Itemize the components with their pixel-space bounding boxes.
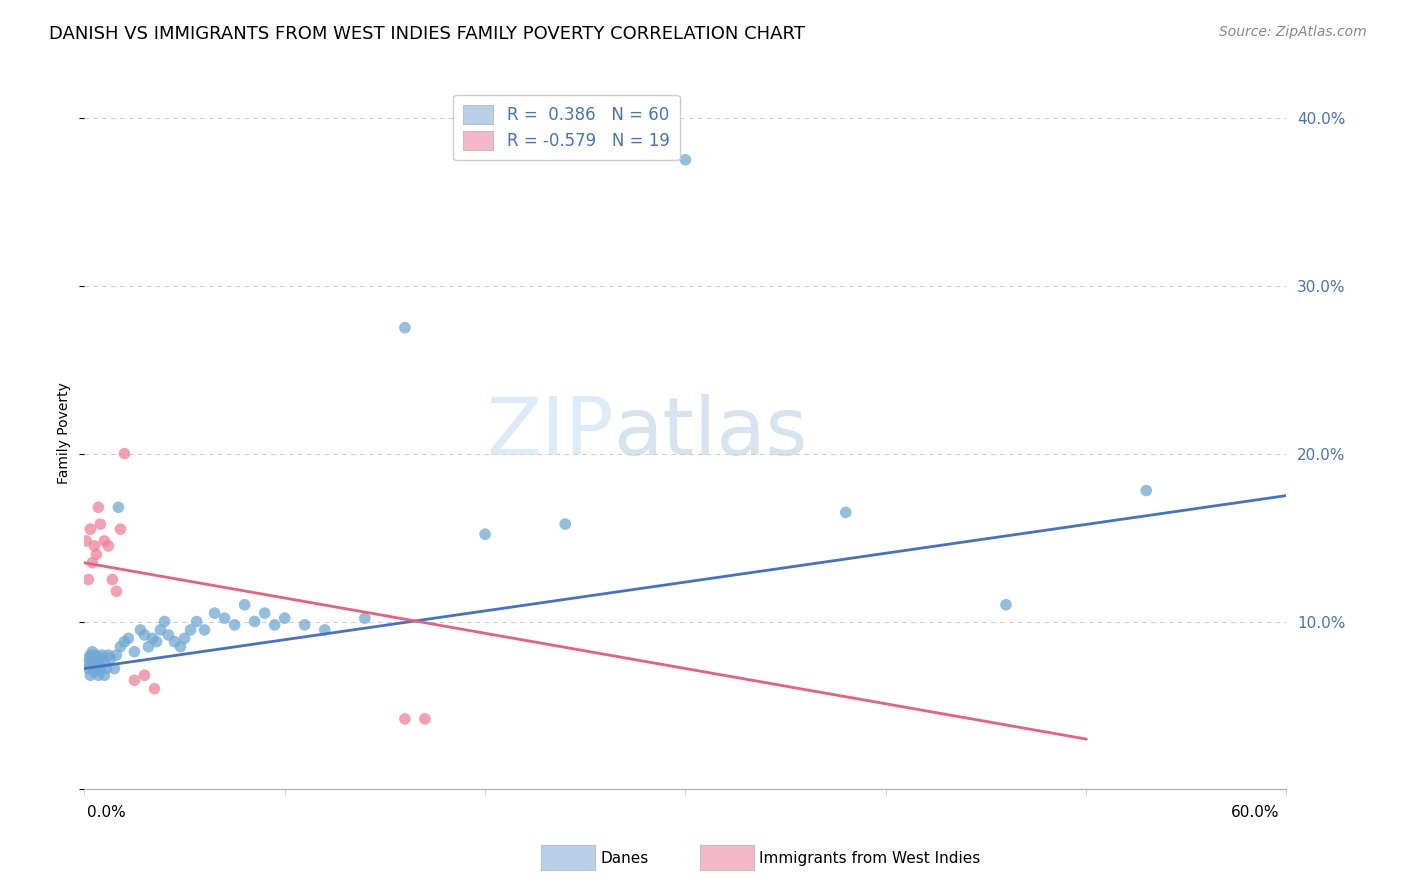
Point bbox=[274, 611, 297, 625]
Point bbox=[354, 611, 377, 625]
Point bbox=[97, 539, 120, 553]
Point bbox=[82, 657, 104, 671]
Point bbox=[100, 651, 122, 665]
Point bbox=[314, 623, 336, 637]
Point bbox=[675, 153, 697, 167]
Point bbox=[124, 673, 146, 688]
Point bbox=[105, 584, 128, 599]
Point bbox=[110, 522, 132, 536]
Point bbox=[224, 618, 246, 632]
Point bbox=[82, 645, 104, 659]
Point bbox=[103, 661, 125, 675]
Point bbox=[194, 623, 217, 637]
Point bbox=[77, 651, 100, 665]
Point bbox=[83, 651, 105, 665]
Point bbox=[114, 634, 135, 648]
Point bbox=[77, 573, 100, 587]
Point bbox=[93, 657, 115, 671]
Point bbox=[105, 648, 128, 662]
Point bbox=[394, 712, 416, 726]
Text: 60.0%: 60.0% bbox=[1232, 805, 1279, 820]
Point bbox=[75, 533, 97, 548]
Point bbox=[82, 556, 104, 570]
Point bbox=[1135, 483, 1157, 498]
Point bbox=[93, 668, 115, 682]
Point bbox=[554, 517, 576, 532]
Point bbox=[474, 527, 496, 541]
Text: Danes: Danes bbox=[600, 851, 648, 865]
Point bbox=[163, 634, 186, 648]
Point bbox=[96, 661, 118, 675]
Point bbox=[79, 522, 101, 536]
Point bbox=[86, 661, 108, 675]
Point bbox=[995, 598, 1018, 612]
Point bbox=[86, 547, 108, 561]
Point bbox=[141, 632, 163, 646]
Point bbox=[835, 505, 858, 519]
Point bbox=[89, 651, 111, 665]
Point bbox=[124, 645, 146, 659]
Point bbox=[93, 533, 115, 548]
Point bbox=[186, 615, 208, 629]
Point bbox=[75, 657, 97, 671]
Point bbox=[253, 606, 276, 620]
Point bbox=[86, 648, 108, 662]
Point bbox=[153, 615, 176, 629]
Point bbox=[87, 668, 110, 682]
Point bbox=[87, 500, 110, 515]
Point bbox=[173, 632, 195, 646]
Point bbox=[89, 517, 111, 532]
Point bbox=[214, 611, 236, 625]
Point bbox=[83, 539, 105, 553]
Point bbox=[129, 623, 152, 637]
Point bbox=[294, 618, 316, 632]
Point bbox=[145, 634, 167, 648]
Point bbox=[143, 681, 166, 696]
Point bbox=[110, 640, 132, 654]
Point bbox=[77, 661, 100, 675]
Point bbox=[117, 632, 139, 646]
Point bbox=[79, 668, 101, 682]
Text: DANISH VS IMMIGRANTS FROM WEST INDIES FAMILY POVERTY CORRELATION CHART: DANISH VS IMMIGRANTS FROM WEST INDIES FA… bbox=[49, 25, 806, 43]
Point bbox=[87, 657, 110, 671]
Point bbox=[157, 628, 180, 642]
Text: 0.0%: 0.0% bbox=[87, 805, 127, 820]
Point bbox=[180, 623, 202, 637]
Point bbox=[91, 648, 114, 662]
Point bbox=[107, 500, 129, 515]
Point bbox=[243, 615, 266, 629]
Point bbox=[394, 320, 416, 334]
Point bbox=[169, 640, 191, 654]
Point bbox=[97, 648, 120, 662]
Text: ZIP: ZIP bbox=[486, 393, 613, 472]
Point bbox=[83, 665, 105, 679]
Point bbox=[114, 447, 135, 461]
Point bbox=[89, 661, 111, 675]
Point bbox=[149, 623, 172, 637]
Text: Source: ZipAtlas.com: Source: ZipAtlas.com bbox=[1219, 25, 1367, 39]
Text: Immigrants from West Indies: Immigrants from West Indies bbox=[759, 851, 980, 865]
Point bbox=[134, 628, 156, 642]
Point bbox=[263, 618, 285, 632]
Y-axis label: Family Poverty: Family Poverty bbox=[58, 382, 72, 483]
Point bbox=[79, 648, 101, 662]
Text: atlas: atlas bbox=[613, 393, 807, 472]
Point bbox=[101, 573, 124, 587]
Point bbox=[233, 598, 256, 612]
Point bbox=[413, 712, 436, 726]
Legend: R =  0.386   N = 60, R = -0.579   N = 19: R = 0.386 N = 60, R = -0.579 N = 19 bbox=[453, 95, 679, 160]
Point bbox=[138, 640, 160, 654]
Point bbox=[134, 668, 156, 682]
Point bbox=[204, 606, 226, 620]
